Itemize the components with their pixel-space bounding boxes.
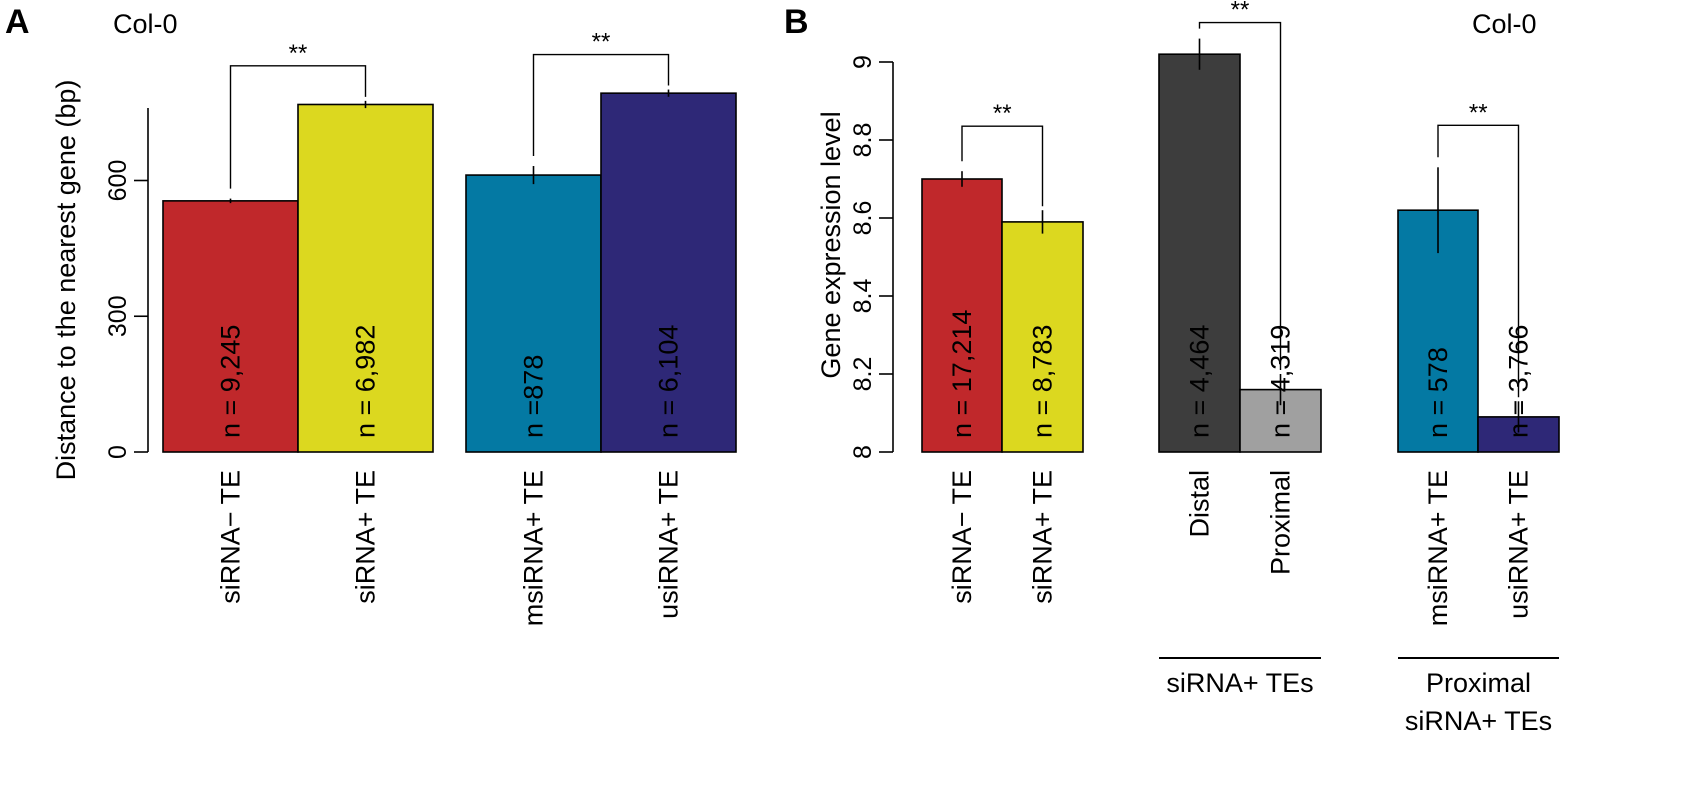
n-label: n = 6,104 — [654, 325, 684, 438]
group-label: Proximal — [1426, 668, 1531, 698]
category-label: usiRNA+ TE — [654, 470, 684, 619]
y-axis-title: Distance to the nearest gene (bp) — [51, 80, 81, 481]
y-tick-label: 8.2 — [849, 357, 877, 392]
category-label: siRNA+ TE — [1028, 470, 1058, 604]
category-label: msiRNA+ TE — [519, 470, 549, 626]
significance-bracket — [229, 65, 367, 189]
corner-label: Col-0 — [113, 9, 178, 39]
significance-bracket — [961, 125, 1044, 207]
significance-bracket — [1437, 124, 1520, 398]
bar — [162, 200, 299, 453]
y-tick-label: 300 — [104, 295, 132, 337]
bar — [1158, 53, 1241, 453]
significance-label: ** — [592, 29, 611, 56]
n-label: n = 17,214 — [947, 310, 977, 438]
n-label: n =878 — [519, 355, 549, 438]
y-tick-label: 8.4 — [849, 279, 877, 314]
bar — [600, 92, 737, 453]
n-label: n = 8,783 — [1028, 325, 1058, 438]
group-label: siRNA+ TEs — [1166, 668, 1313, 698]
panel-letter: A — [5, 3, 30, 41]
y-tick-label: 0 — [104, 445, 132, 459]
y-axis-title: Gene expression level — [816, 111, 846, 378]
y-tick-label: 9 — [849, 55, 877, 69]
corner-label: Col-0 — [1472, 9, 1537, 39]
category-label: Proximal — [1266, 470, 1296, 575]
significance-label: ** — [1231, 0, 1250, 24]
y-tick-label: 8.8 — [849, 123, 877, 158]
n-label: n = 4,464 — [1185, 325, 1215, 438]
category-label: siRNA− TE — [216, 470, 246, 604]
significance-bracket — [1198, 21, 1282, 370]
category-label: usiRNA+ TE — [1504, 470, 1534, 619]
bar — [465, 174, 602, 453]
y-tick-label: 600 — [104, 160, 132, 202]
category-label: siRNA− TE — [947, 470, 977, 604]
category-label: Distal — [1185, 470, 1215, 538]
panel-b: B Col-0 8 8.2 8.4 8.6 8.8 9 Gene expression leve… — [784, 0, 1560, 736]
significance-label: ** — [289, 40, 308, 67]
panel-letter: B — [784, 3, 809, 41]
n-label: n = 6,982 — [351, 325, 381, 438]
significance-label: ** — [993, 100, 1012, 127]
n-label: n = 9,245 — [216, 325, 246, 438]
category-label: siRNA+ TE — [351, 470, 381, 604]
significance-bracket — [532, 53, 670, 157]
group-label: siRNA+ TEs — [1405, 706, 1552, 736]
y-tick-label: 8 — [849, 445, 877, 459]
n-label: n = 578 — [1423, 347, 1453, 438]
significance-label: ** — [1469, 99, 1488, 126]
y-tick-label: 8.6 — [849, 201, 877, 236]
category-label: msiRNA+ TE — [1423, 470, 1453, 626]
panel-a: A Col-0 0 300 600 Distance to the nearest gen… — [5, 3, 737, 626]
